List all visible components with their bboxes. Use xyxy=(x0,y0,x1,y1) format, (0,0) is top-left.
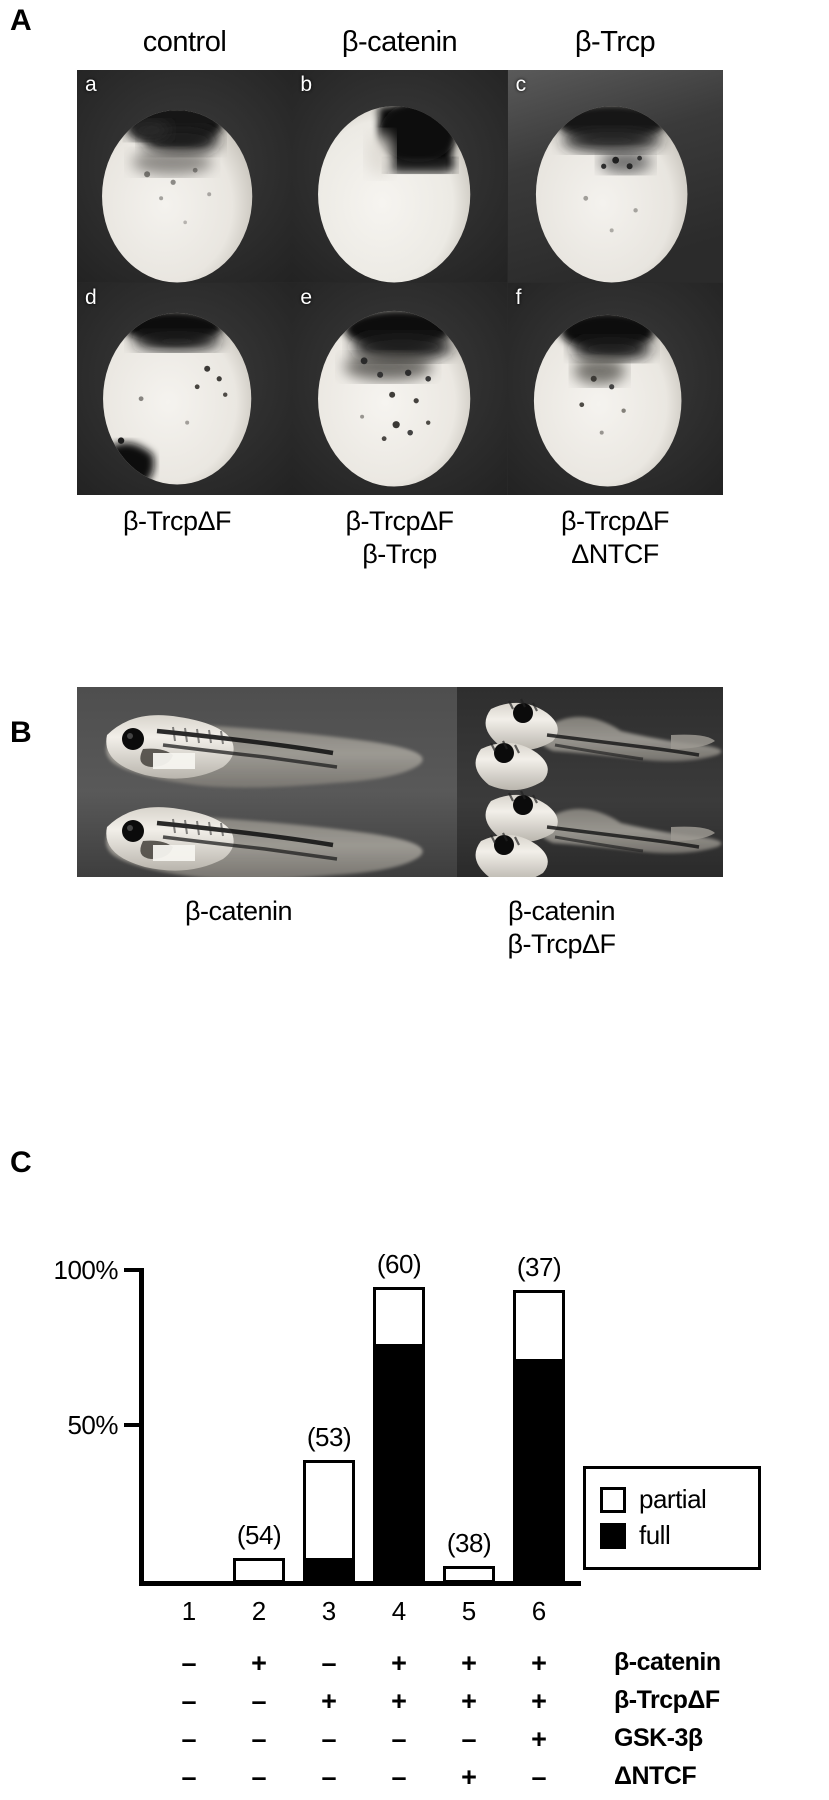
panel-b-tadpole-images xyxy=(77,687,723,883)
panel-c: C xyxy=(0,1120,829,1800)
embryo-sublabel-a: a xyxy=(85,73,97,96)
embryo-image-f: f xyxy=(507,282,723,495)
panel-b-footer-2: β-catenin β-TrcpΔF xyxy=(400,895,723,961)
panel-a-footer-2-line-2: β-Trcp xyxy=(362,538,437,569)
panel-a-column-header-control: control xyxy=(142,26,227,58)
panel-a-column-header-beta-trcp: β-Trcp xyxy=(574,26,656,58)
panel-a-footer-2: β-TrcpΔF β-Trcp xyxy=(292,505,507,571)
panel-a-footer-1-line-1: β-TrcpΔF xyxy=(122,506,232,536)
panel-b-footer-1-line-1: β-catenin xyxy=(184,896,293,926)
panel-a-embryo-grid: a b xyxy=(77,70,723,495)
embryo-image-b: b xyxy=(292,70,508,283)
panel-b-letter: B xyxy=(10,716,32,749)
panel-a-footer-3-line-2: ΔNTCF xyxy=(571,538,659,569)
panel-a: A control β-catenin β-Trcp xyxy=(0,0,829,690)
embryo-image-c: c xyxy=(507,70,723,283)
panel-a-footer-3-line-1: β-TrcpΔF xyxy=(560,506,670,536)
embryo-image-d: d xyxy=(77,282,293,495)
panel-c-letter: C xyxy=(10,1146,32,1179)
panel-b-footer-1: β-catenin xyxy=(77,895,400,928)
panel-a-footer-3: β-TrcpΔF ΔNTCF xyxy=(507,505,723,571)
embryo-image-e: e xyxy=(292,282,508,495)
panel-a-footer-2-line-1: β-TrcpΔF xyxy=(345,506,454,536)
embryo-sublabel-e: e xyxy=(300,285,313,309)
panel-a-column-header-beta-catenin: β-catenin xyxy=(341,26,458,58)
embryo-image-a: a xyxy=(77,70,293,283)
panel-a-letter: A xyxy=(10,4,32,37)
panel-b-footer-2-line-1: β-catenin xyxy=(507,896,616,926)
panel-b: B xyxy=(0,687,829,1120)
embryo-sublabel-d: d xyxy=(85,285,97,309)
embryo-sublabel-f: f xyxy=(515,285,522,309)
embryo-sublabel-c: c xyxy=(515,73,527,96)
embryo-sublabel-b: b xyxy=(300,73,313,96)
panel-a-footer-1: β-TrcpΔF xyxy=(62,505,292,538)
panel-b-footer-2-line-2: β-TrcpΔF xyxy=(507,928,616,959)
